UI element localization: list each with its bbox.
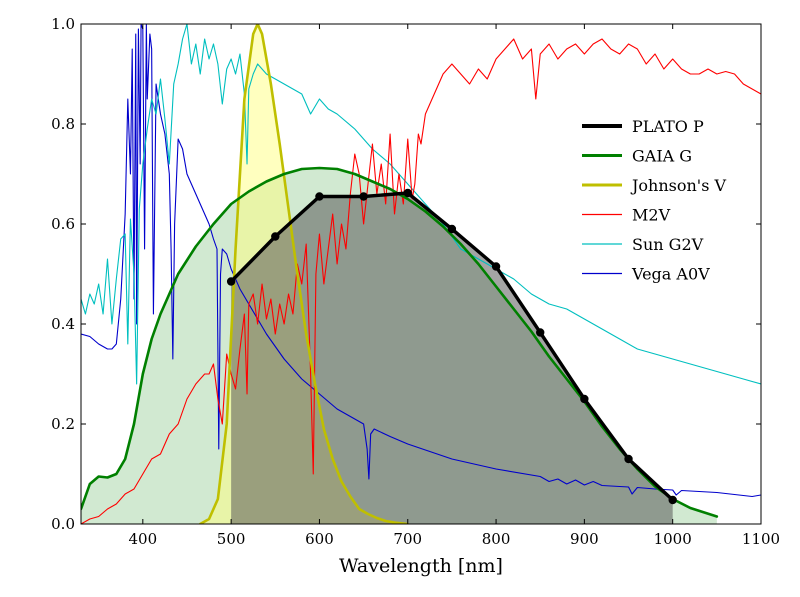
plato-p-point (447, 224, 457, 234)
sun-g2v-line (81, 24, 761, 385)
johnson-s-v-line (198, 24, 410, 524)
legend-label-gaia-g: GAIA G (632, 147, 692, 166)
plato-p-point (271, 232, 280, 241)
y-tick-label: 0.6 (51, 215, 75, 233)
y-tick-label: 0.8 (51, 115, 75, 133)
legend-label-vega-a0v: Vega A0V (631, 265, 710, 284)
plato-p-point (403, 188, 412, 198)
plato-p-point (580, 394, 589, 404)
plato-p-point (359, 192, 368, 201)
plato-p-point (668, 495, 677, 505)
x-axis-label: Wavelength [nm] (339, 555, 503, 577)
y-tick-label: 0.2 (51, 415, 75, 433)
x-tick-label: 500 (217, 530, 246, 548)
marker-layer (226, 188, 677, 505)
legend-label-m2v: M2V (632, 206, 671, 225)
axes: 400 500 600 700 800 900 1000 1100 0.0 0.2 0.4 0.6 0.… (51, 15, 780, 548)
y-tick-label: 0.0 (51, 515, 75, 533)
fill-layer (81, 24, 717, 524)
plot-frame (80, 23, 762, 525)
m2v-line (81, 38, 761, 524)
plato-p-point (315, 192, 324, 201)
legend-label-plato-p: PLATO P (632, 117, 704, 136)
plato-p-fill (231, 193, 673, 524)
plato-p-point (226, 277, 236, 286)
plato-p-point (624, 454, 633, 464)
x-tick-label: 900 (570, 530, 599, 548)
x-tick-label: 700 (393, 530, 422, 548)
legend-label-sun-g2v: Sun G2V (632, 235, 704, 254)
y-tick-label: 1.0 (51, 15, 75, 33)
x-tick-label: 800 (482, 530, 511, 548)
legend-label-johnson-s-v: Johnson's V (630, 176, 727, 195)
x-tick-label: 1000 (654, 530, 692, 548)
x-tick-label: 600 (305, 530, 334, 548)
y-tick-label: 0.4 (51, 315, 75, 333)
plato-p-point (491, 262, 501, 271)
plato-p-point (536, 328, 545, 337)
vega-a0v-line (81, 24, 761, 498)
legend: PLATO P GAIA G Johnson's V M2V Sun G2V Vega A… (582, 117, 727, 284)
x-tick-label: 400 (128, 530, 157, 548)
x-tick-label: 1100 (742, 530, 780, 548)
